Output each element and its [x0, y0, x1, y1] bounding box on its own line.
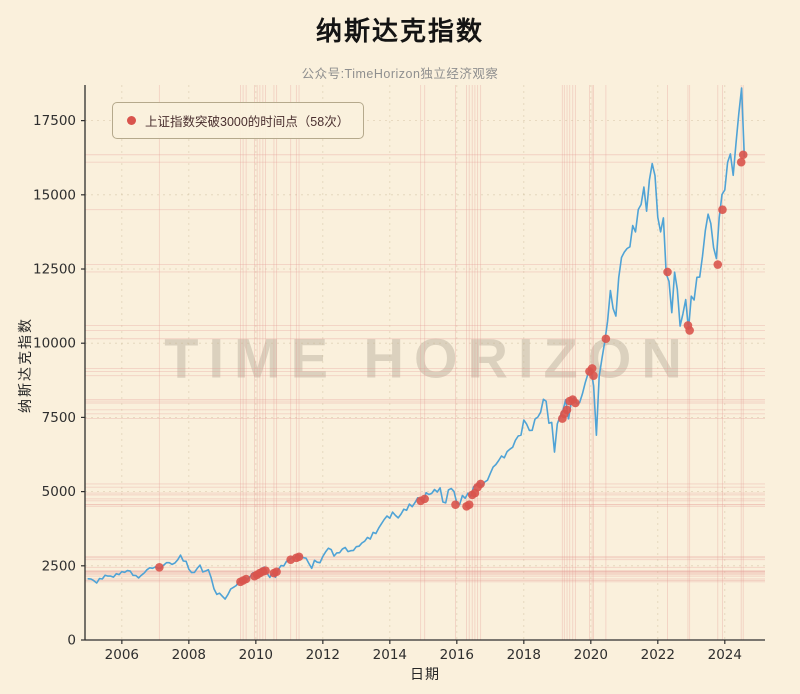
- y-tick-label: 7500: [42, 410, 76, 426]
- x-axis-label: 日期: [410, 666, 440, 682]
- x-tick-label: 2020: [574, 647, 608, 663]
- event-marker-dot: [261, 566, 270, 575]
- y-axis-label: 纳斯达克指数: [17, 317, 33, 413]
- event-marker-dot: [663, 267, 672, 277]
- event-marker-dot: [571, 398, 580, 408]
- grid-lines: [85, 85, 765, 641]
- axes: [81, 85, 765, 644]
- event-crosshair-lines: [85, 85, 765, 640]
- x-tick-label: 2024: [708, 647, 742, 663]
- event-marker-dot: [738, 150, 748, 160]
- chart-title: 纳斯达克指数: [315, 16, 484, 46]
- chart-subtitle: 公众号:TimeHorizon独立经济观察: [301, 67, 499, 81]
- x-tick-label: 2010: [239, 647, 273, 663]
- x-tick-label: 2016: [440, 647, 474, 663]
- event-marker-dot: [464, 500, 474, 509]
- y-tick-label: 2500: [42, 558, 76, 574]
- x-tick-label: 2018: [507, 647, 541, 663]
- event-marker-dot: [272, 567, 281, 577]
- y-tick-label: 12500: [33, 262, 76, 278]
- legend: 上证指数突破3000的时间点（58次）: [112, 102, 365, 139]
- nasdaq-line: [87, 87, 746, 600]
- event-marker-dot: [587, 364, 597, 373]
- event-marker-dot: [451, 500, 460, 509]
- x-tick-label: 2012: [306, 647, 340, 663]
- legend-marker-icon: [127, 116, 136, 125]
- x-tick-label: 2022: [641, 647, 675, 663]
- event-marker-dot: [241, 574, 251, 584]
- event-marker-dot: [589, 371, 598, 381]
- y-tick-label: 15000: [33, 187, 76, 203]
- y-tick-label: 17500: [33, 113, 76, 129]
- event-marker-dot: [718, 205, 727, 214]
- event-marker-dot: [713, 260, 723, 269]
- event-marker-dot: [294, 552, 304, 562]
- event-marker-dot: [685, 326, 694, 335]
- event-markers: [155, 150, 748, 587]
- event-marker-dot: [601, 334, 611, 344]
- event-marker-dot: [736, 157, 746, 167]
- event-marker-dot: [476, 479, 485, 489]
- legend-label: 上证指数突破3000的时间点（58次）: [145, 115, 350, 129]
- axis-tick-labels: 0 2500 5000 7500 10000 12500 15000 17500 2006 200…: [33, 113, 742, 663]
- x-tick-label: 2008: [172, 647, 206, 663]
- x-tick-label: 2014: [373, 647, 407, 663]
- event-marker-dot: [155, 562, 164, 572]
- x-tick-label: 2006: [105, 647, 139, 663]
- event-marker-dot: [420, 494, 429, 504]
- event-marker-dot: [562, 405, 572, 415]
- y-tick-label: 0: [67, 633, 76, 649]
- y-tick-label: 10000: [33, 336, 76, 352]
- y-tick-label: 5000: [42, 484, 76, 500]
